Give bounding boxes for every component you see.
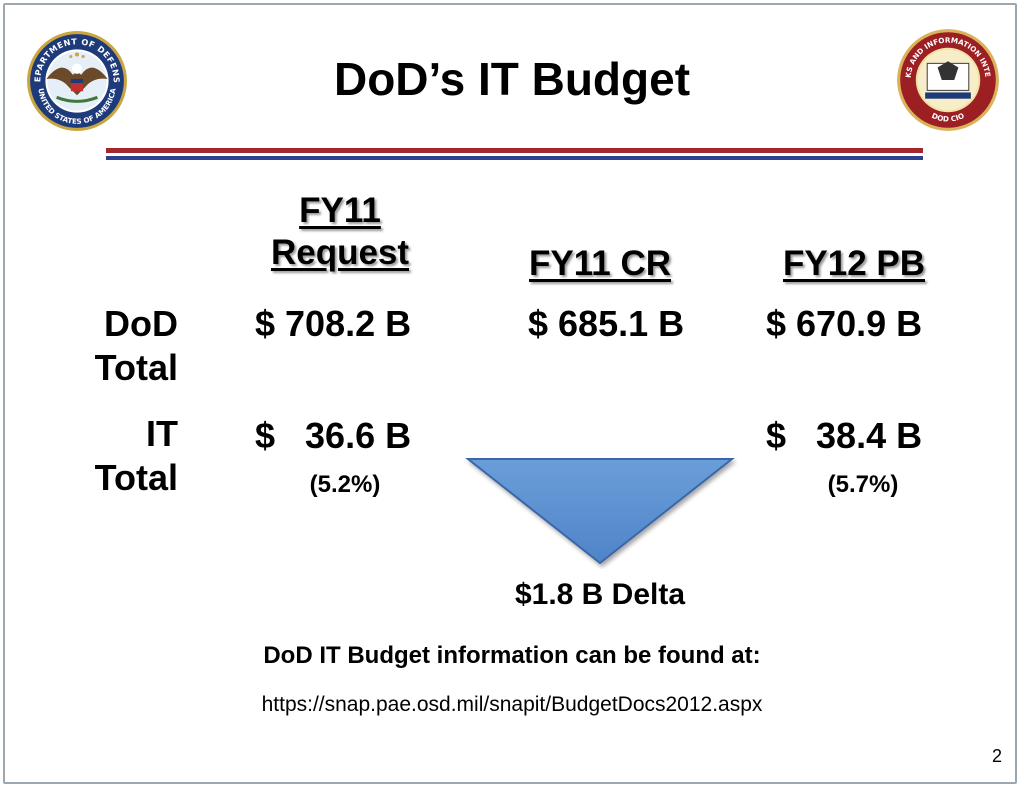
slide-frame [3,3,1017,784]
red-divider [106,148,923,153]
page-number: 2 [991,746,1002,766]
column-header-fy12-pb: FY12 PB [783,244,925,283]
dod-total-fy11-request: $ 708.2 B [255,303,412,344]
it-share-fy11-request: (5.2%) [309,471,381,498]
row-label-dod-total: DoD Total [48,302,178,390]
column-header-fy11-request: FY11 Request [240,190,440,274]
budget-info-text: DoD IT Budget information can be found a… [263,642,761,669]
column-header-line: Request [270,233,410,272]
dod-total-fy12-pb: $ 670.9 B [766,303,923,344]
delta-triangle-icon [465,458,735,565]
dod-total-fy11-cr: $ 685.1 B [528,303,685,344]
column-header-fy11-cr: FY11 CR [529,244,671,283]
column-header-line: FY11 [299,191,381,230]
svg-text:DOD CIO: DOD CIO [930,111,965,124]
row-label-line: Total [94,457,178,498]
it-total-fy11-request: $ 36.6 B [255,415,412,456]
row-label-line: DoD [104,303,178,344]
budget-docs-link[interactable]: https://snap.pae.osd.mil/snapit/BudgetDo… [261,693,763,716]
dod-seal-icon: DEPARTMENT OF DEFENSE UNITED STATES OF A… [26,28,127,131]
row-label-it-total: IT Total [48,412,178,500]
delta-label: $1.8 B Delta [514,578,686,611]
dod-cio-seal-icon: NETWORKS AND INFORMATION INTEGRATION DOD… [896,26,999,131]
it-total-fy12-pb: $ 38.4 B [766,415,923,456]
row-label-line: Total [94,347,178,388]
page-title: DoD’s IT Budget [333,53,691,105]
row-label-line: IT [146,413,178,454]
blue-divider [106,156,923,160]
it-share-fy12-pb: (5.7%) [827,471,899,498]
